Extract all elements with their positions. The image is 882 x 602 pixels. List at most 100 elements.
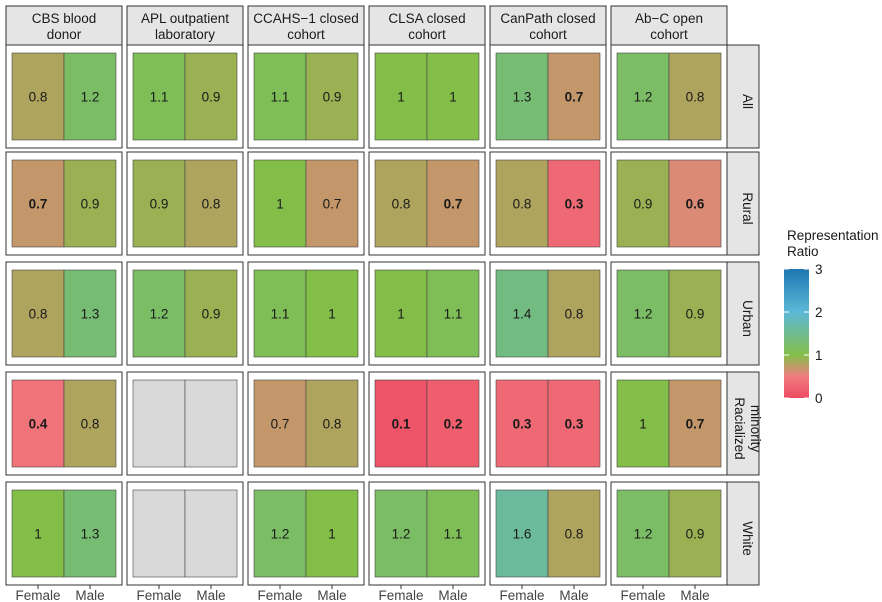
- heatmap-tile: [253, 52, 307, 141]
- heatmap-tile: [426, 269, 480, 358]
- legend-title: Representation: [787, 228, 879, 243]
- tile-value-label: 1.1: [444, 307, 463, 322]
- tile-value-label: 1.6: [513, 527, 532, 542]
- heatmap-tile: [63, 159, 117, 248]
- heatmap-tile: [305, 269, 359, 358]
- heatmap-tile: [253, 489, 307, 578]
- column-strip-label: CanPath closed: [500, 11, 595, 26]
- heatmap-tile: [374, 269, 428, 358]
- column-strip-label: cohort: [287, 27, 325, 42]
- column-strip: [5, 5, 123, 46]
- x-axis-tick-label: Male: [680, 588, 709, 602]
- column-strip-label: CBS blood: [32, 11, 97, 26]
- x-axis-tick-label: Male: [317, 588, 346, 602]
- heatmap-tile: [253, 159, 307, 248]
- row-strip-label: White: [740, 521, 755, 556]
- heatmap-tile: [668, 489, 722, 578]
- tile-value-label: 1.2: [392, 527, 411, 542]
- tile-value-label: 1.1: [444, 527, 463, 542]
- tile-value-label: 0.9: [686, 307, 705, 322]
- tile-value-label: 1.3: [81, 307, 100, 322]
- heatmap-tile: [63, 379, 117, 468]
- heatmap-tile: [495, 379, 549, 468]
- tile-value-label: 0.8: [565, 307, 584, 322]
- tile-value-label: 0.9: [202, 90, 221, 105]
- heatmap-tile: [668, 52, 722, 141]
- heatmap-tile: [11, 379, 65, 468]
- tile-value-label: 1.2: [634, 90, 653, 105]
- heatmap-tile: [132, 489, 186, 578]
- tile-value-label: 0.9: [634, 197, 653, 212]
- heatmap-tile: [668, 269, 722, 358]
- x-axis-tick-label: Female: [620, 588, 665, 602]
- heatmap-tile: [547, 52, 601, 141]
- heatmap-tile: [305, 159, 359, 248]
- tile-value-label: 1: [328, 527, 336, 542]
- row-strip: [726, 481, 760, 586]
- tile-value-label: 1.1: [271, 307, 290, 322]
- heatmap-tile: [374, 52, 428, 141]
- heatmap-tile: [547, 159, 601, 248]
- heatmap-tile: [547, 269, 601, 358]
- heatmap-tile: [184, 489, 238, 578]
- tile-value-label: 0.7: [29, 197, 48, 212]
- tile-value-label: 0.4: [29, 417, 48, 432]
- heatmap-tile: [253, 269, 307, 358]
- x-axis-tick-label: Female: [499, 588, 544, 602]
- tile-value-label: 0.9: [150, 197, 169, 212]
- column-strip-label: Ab−C open: [635, 11, 703, 26]
- tile-value-label: 1.4: [513, 307, 532, 322]
- row-strip-label: Racialized: [732, 397, 747, 459]
- legend-tick-label: 3: [815, 262, 823, 277]
- x-axis-tick-label: Female: [378, 588, 423, 602]
- tile-value-label: 0.7: [323, 197, 342, 212]
- heatmap-tile: [547, 489, 601, 578]
- tile-value-label: 1: [276, 197, 284, 212]
- tile-value-label: 0.8: [29, 307, 48, 322]
- legend-colorbar: [784, 269, 809, 398]
- heatmap-tile: [305, 379, 359, 468]
- tile-value-label: 0.8: [513, 197, 532, 212]
- tile-value-label: 1: [639, 417, 647, 432]
- row-strip-label: All: [740, 94, 755, 109]
- x-axis-tick-label: Male: [438, 588, 467, 602]
- heatmap-tile: [616, 269, 670, 358]
- heatmap-tile: [305, 52, 359, 141]
- tile-value-label: 0.7: [686, 417, 705, 432]
- heatmap-tile: [11, 159, 65, 248]
- heatmap-tile: [426, 52, 480, 141]
- heatmap-tile: [132, 52, 186, 141]
- heatmap-tile: [495, 269, 549, 358]
- tile-value-label: 0.8: [392, 197, 411, 212]
- heatmap-tile: [184, 52, 238, 141]
- tile-value-label: 1.2: [150, 307, 169, 322]
- row-strip: [726, 371, 760, 476]
- tile-value-label: 0.9: [202, 307, 221, 322]
- tile-value-label: 0.9: [81, 197, 100, 212]
- heatmap-tile: [184, 159, 238, 248]
- heatmap-tile: [63, 52, 117, 141]
- tile-value-label: 1: [397, 90, 405, 105]
- tile-value-label: 0.9: [686, 527, 705, 542]
- heatmap-tile: [495, 52, 549, 141]
- tile-value-label: 0.2: [444, 417, 463, 432]
- heatmap-tile: [495, 159, 549, 248]
- column-strip-label: cohort: [650, 27, 688, 42]
- tile-value-label: 0.7: [565, 90, 584, 105]
- tile-value-label: 1.1: [150, 90, 169, 105]
- tile-value-label: 0.3: [513, 417, 532, 432]
- row-strip: [726, 44, 760, 149]
- heatmap-tile: [668, 379, 722, 468]
- legend-title: Ratio: [787, 244, 819, 259]
- tile-value-label: 1.1: [271, 90, 290, 105]
- tile-value-label: 0.7: [444, 197, 463, 212]
- heatmap-tile: [11, 52, 65, 141]
- heatmap-tile: [616, 52, 670, 141]
- heatmap-tile: [63, 269, 117, 358]
- x-axis-tick-label: Male: [196, 588, 225, 602]
- tile-value-label: 1.3: [81, 527, 100, 542]
- column-strip-label: CCAHS−1 closed: [253, 11, 358, 26]
- column-strip: [126, 5, 244, 46]
- tile-value-label: 1.2: [81, 90, 100, 105]
